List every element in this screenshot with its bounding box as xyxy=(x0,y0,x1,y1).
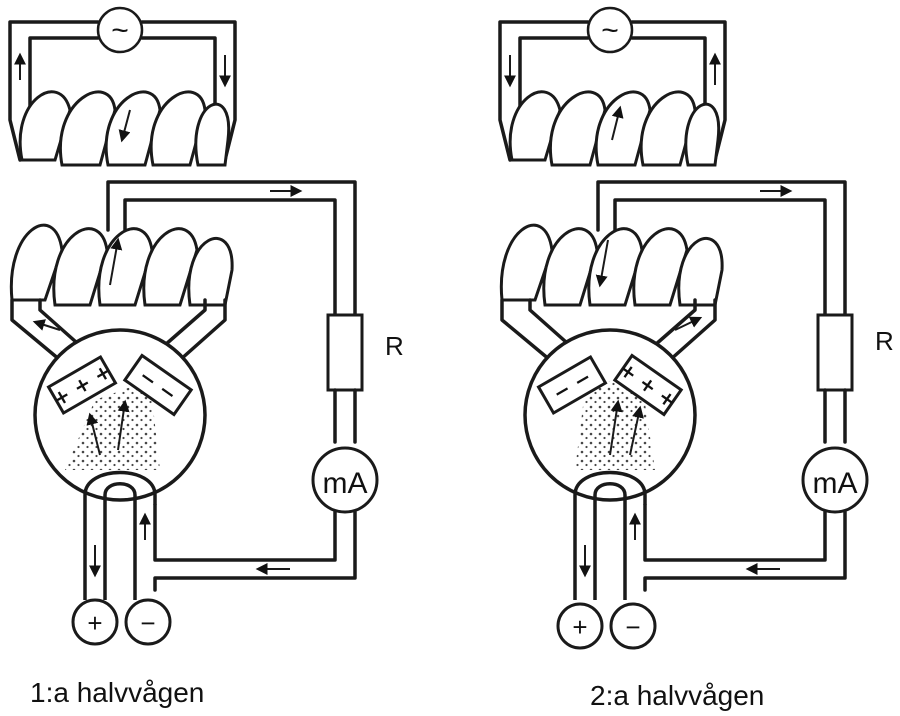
svg-text:−: − xyxy=(625,612,640,642)
secondary-coil-1 xyxy=(9,223,234,307)
terminal-minus-1: − xyxy=(124,598,172,646)
milliammeter-2: mA xyxy=(801,446,869,514)
svg-text:+: + xyxy=(87,608,102,638)
svg-text:−: − xyxy=(140,608,155,638)
meter-label-1: mA xyxy=(323,467,368,500)
resistor-label-1: R xyxy=(385,331,404,361)
primary-coil-1 xyxy=(18,90,231,167)
panel-1: ~ xyxy=(8,6,404,708)
resistor-2: R xyxy=(816,313,894,392)
rectifier-tube-2: − − + + + xyxy=(523,328,697,600)
caption-2: 2:a halvvågen xyxy=(590,680,764,711)
terminal-plus-2: + xyxy=(556,602,604,650)
terminal-minus-2: − xyxy=(609,602,657,650)
caption-1: 1:a halvvågen xyxy=(30,677,204,708)
milliammeter-1: mA xyxy=(311,446,379,514)
ac-source-1: ~ xyxy=(96,6,144,54)
arrow-left-icon xyxy=(32,319,61,331)
resistor-1: R xyxy=(326,313,404,392)
svg-text:+: + xyxy=(572,612,587,642)
ac-source-2: ~ xyxy=(586,6,634,54)
rectifier-tube-1: + + + − − xyxy=(33,328,207,600)
meter-label-2: mA xyxy=(813,467,858,500)
terminal-plus-1: + xyxy=(71,598,119,646)
panel-2: ~ xyxy=(498,6,894,711)
primary-coil-2 xyxy=(508,90,721,167)
arrow-right-icon xyxy=(674,316,703,331)
source-symbol-2: ~ xyxy=(601,14,619,47)
secondary-coil-2 xyxy=(499,223,724,307)
source-symbol-1: ~ xyxy=(111,14,129,47)
resistor-label-2: R xyxy=(875,326,894,356)
